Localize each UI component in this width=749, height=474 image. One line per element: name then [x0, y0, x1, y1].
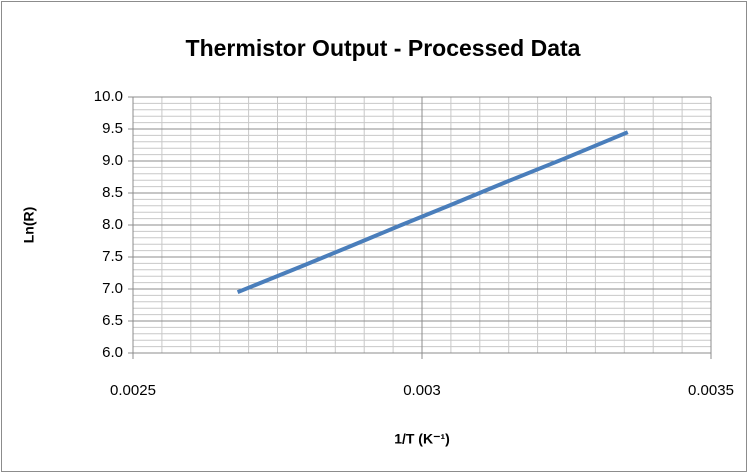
- data-line: [236, 130, 629, 295]
- y-tick-label: 9.5: [102, 120, 123, 137]
- y-axis-label: Ln(R): [21, 207, 37, 244]
- chart-title: Thermistor Output - Processed Data: [186, 35, 581, 61]
- y-tick-label: 7.0: [102, 280, 123, 297]
- y-tick-label: 7.5: [102, 248, 123, 265]
- y-tick-label: 6.0: [102, 344, 123, 361]
- y-tick-label: 9.0: [102, 152, 123, 169]
- x-tick-label: 0.0025: [110, 382, 156, 399]
- x-tick-label: 0.003: [403, 382, 441, 399]
- y-tick-label: 8.5: [102, 184, 123, 201]
- x-axis-label: 1/T (K⁻¹): [394, 431, 450, 447]
- y-tick-label: 8.0: [102, 216, 123, 233]
- y-tick-label: 6.5: [102, 312, 123, 329]
- x-tick-label: 0.0035: [688, 382, 734, 399]
- y-tick-label: 10.0: [94, 88, 123, 105]
